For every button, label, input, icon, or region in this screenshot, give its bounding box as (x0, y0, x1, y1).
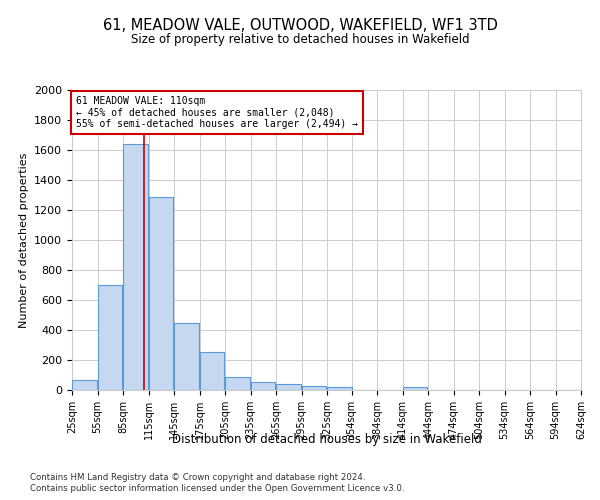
Bar (403, 387, 427, 390)
Text: Size of property relative to detached houses in Wakefield: Size of property relative to detached ho… (131, 32, 469, 46)
Bar (174, 324, 199, 390)
Text: Distribution of detached houses by size in Wakefield: Distribution of detached houses by size … (172, 432, 482, 446)
Text: Contains public sector information licensed under the Open Government Licence v3: Contains public sector information licen… (30, 484, 404, 493)
Bar (302, 386, 326, 390)
Y-axis label: Number of detached properties: Number of detached properties (19, 152, 29, 328)
Text: 61 MEADOW VALE: 110sqm
← 45% of detached houses are smaller (2,048)
55% of semi-: 61 MEADOW VALE: 110sqm ← 45% of detached… (76, 96, 358, 129)
Text: Contains HM Land Registry data © Crown copyright and database right 2024.: Contains HM Land Registry data © Crown c… (30, 472, 365, 482)
Bar (251, 382, 275, 390)
Bar (225, 376, 250, 390)
Bar (200, 352, 224, 390)
Bar (123, 144, 148, 390)
Bar (276, 384, 301, 390)
Bar (149, 196, 173, 390)
Bar (72, 380, 97, 390)
Bar (327, 387, 352, 390)
Bar (97, 285, 122, 390)
Text: 61, MEADOW VALE, OUTWOOD, WAKEFIELD, WF1 3TD: 61, MEADOW VALE, OUTWOOD, WAKEFIELD, WF1… (103, 18, 497, 32)
